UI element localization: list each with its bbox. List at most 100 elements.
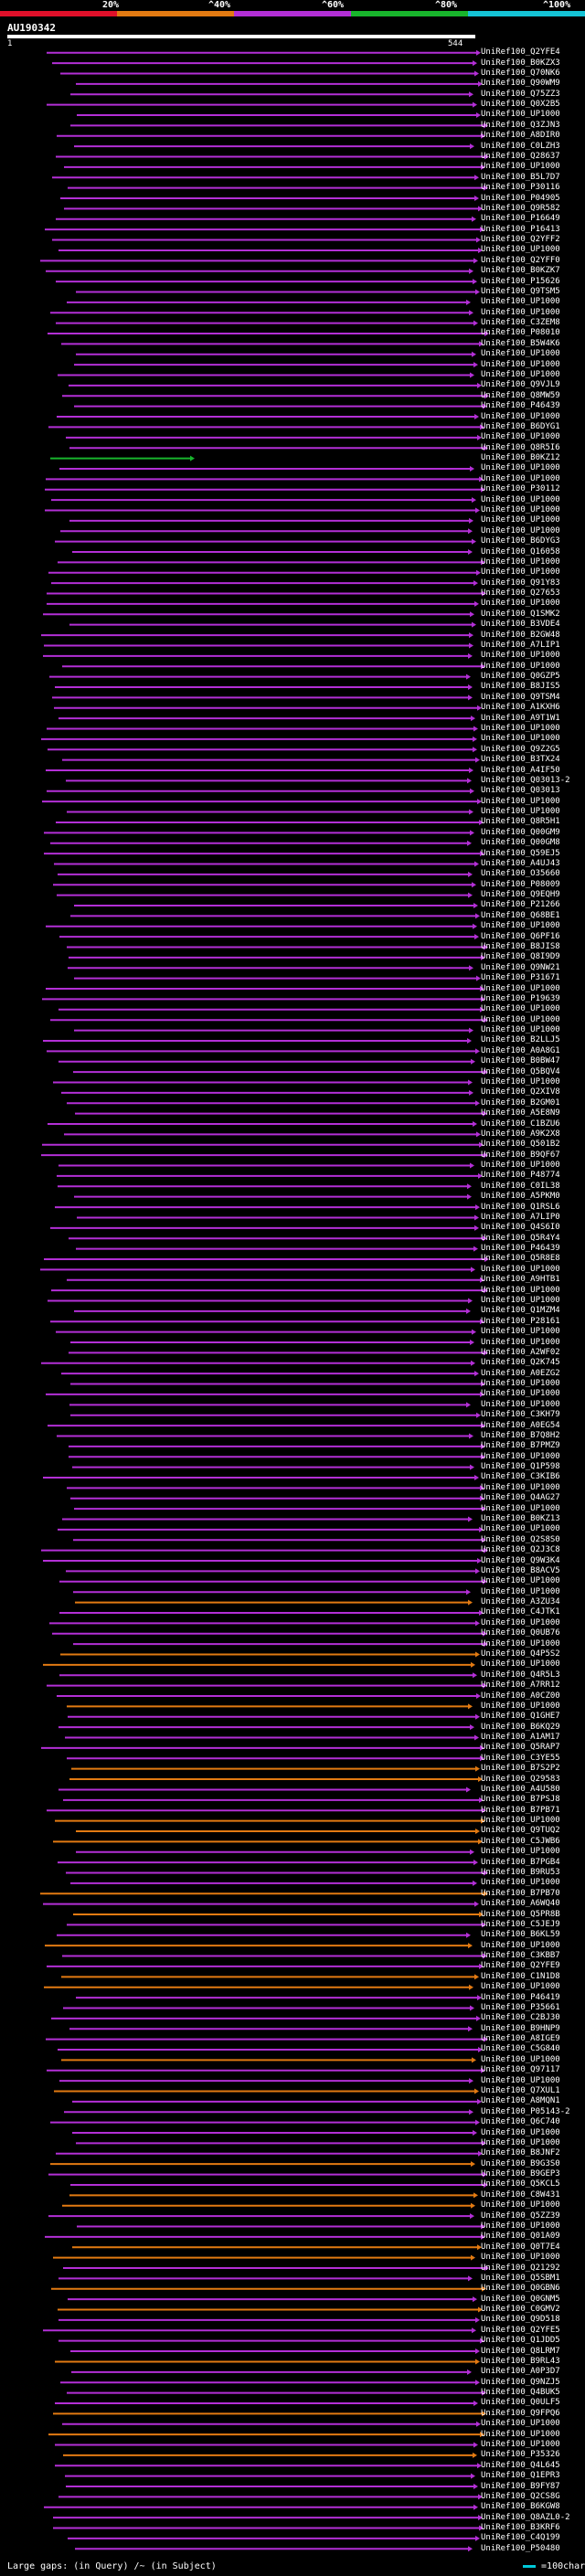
hit-label[interactable]: UniRef100_B6KL59	[481, 1930, 560, 1940]
hit-label[interactable]: UniRef100_Q5ZZ39	[481, 2210, 560, 2221]
hit-label[interactable]: UniRef100_Q1MZM4	[481, 1306, 560, 1316]
hit-label[interactable]: UniRef100_UP1000	[481, 245, 560, 255]
hit-label[interactable]: UniRef100_Q29583	[481, 1774, 560, 1784]
hit-label[interactable]: UniRef100_A0EZG2	[481, 1368, 560, 1378]
hit-label[interactable]: UniRef100_Q9EQH9	[481, 890, 560, 900]
hit-label[interactable]: UniRef100_Q2J3C8	[481, 1545, 560, 1555]
hit-label[interactable]: UniRef100_UP1000	[481, 1451, 560, 1461]
hit-label[interactable]: UniRef100_Q27653	[481, 588, 560, 599]
hit-label[interactable]: UniRef100_A8IGE9	[481, 2034, 560, 2044]
hit-label[interactable]: UniRef100_UP1000	[481, 1296, 560, 1305]
hit-label[interactable]: UniRef100_B9RU53	[481, 1867, 560, 1877]
hit-label[interactable]: UniRef100_A5PKM0	[481, 1192, 560, 1202]
hit-label[interactable]: UniRef100_Q9TSM5	[481, 286, 560, 296]
hit-label[interactable]: UniRef100_Q97117	[481, 2065, 560, 2075]
hit-label[interactable]: UniRef100_UP1000	[481, 1379, 560, 1389]
hit-label[interactable]: UniRef100_Q4L645	[481, 2460, 560, 2470]
hit-label[interactable]: UniRef100_UP1000	[481, 1285, 560, 1295]
hit-label[interactable]: UniRef100_B6KQ29	[481, 1722, 560, 1732]
hit-label[interactable]: UniRef100_Q03013	[481, 786, 560, 796]
hit-label[interactable]: UniRef100_UP1000	[481, 1264, 560, 1274]
hit-label[interactable]: UniRef100_UP1000	[481, 1638, 560, 1648]
hit-label[interactable]: UniRef100_Q9Z2G5	[481, 744, 560, 754]
hit-label[interactable]: UniRef100_UP1000	[481, 110, 560, 120]
hit-label[interactable]: UniRef100_B7PSJ8	[481, 1795, 560, 1805]
hit-label[interactable]: UniRef100_Q9VJL9	[481, 380, 560, 390]
hit-label[interactable]: UniRef100_B5L7D7	[481, 172, 560, 182]
hit-label[interactable]: UniRef100_UP1000	[481, 661, 560, 671]
hit-label[interactable]: UniRef100_Q0GNM5	[481, 2294, 560, 2304]
hit-label[interactable]: UniRef100_Q91Y83	[481, 578, 560, 588]
hit-label[interactable]: UniRef100_UP1000	[481, 432, 560, 442]
hit-label[interactable]: UniRef100_Q28637	[481, 152, 560, 161]
hit-label[interactable]: UniRef100_P35326	[481, 2450, 560, 2460]
hit-label[interactable]: UniRef100_Q8I9D9	[481, 952, 560, 962]
hit-label[interactable]: UniRef100_UP1000	[481, 1025, 560, 1035]
hit-label[interactable]: UniRef100_P19639	[481, 993, 560, 1003]
hit-label[interactable]: UniRef100_UP1000	[481, 1617, 560, 1627]
hit-label[interactable]: UniRef100_Q4P5S2	[481, 1648, 560, 1659]
hit-label[interactable]: UniRef100_UP1000	[481, 463, 560, 473]
hit-label[interactable]: UniRef100_B9G3S0	[481, 2158, 560, 2168]
hit-label[interactable]: UniRef100_Q9TUQ2	[481, 1826, 560, 1836]
hit-label[interactable]: UniRef100_Q5KCL5	[481, 2179, 560, 2189]
hit-label[interactable]: UniRef100_A1KXH6	[481, 703, 560, 713]
hit-label[interactable]: UniRef100_A0P3D7	[481, 2367, 560, 2377]
hit-label[interactable]: UniRef100_UP1000	[481, 796, 560, 806]
hit-label[interactable]: UniRef100_UP1000	[481, 983, 560, 993]
hit-label[interactable]: UniRef100_UP1000	[481, 349, 560, 359]
hit-label[interactable]: UniRef100_UP1000	[481, 1878, 560, 1888]
hit-label[interactable]: UniRef100_Q1EPR3	[481, 2471, 560, 2481]
hit-label[interactable]: UniRef100_Q21292	[481, 2263, 560, 2273]
hit-label[interactable]: UniRef100_C2BJ30	[481, 2013, 560, 2023]
hit-label[interactable]: UniRef100_Q2YFF0	[481, 255, 560, 265]
hit-label[interactable]: UniRef100_B3KRF6	[481, 2523, 560, 2533]
hit-label[interactable]: UniRef100_UP1000	[481, 2127, 560, 2137]
hit-label[interactable]: UniRef100_Q8AZL0-2	[481, 2512, 570, 2522]
hit-label[interactable]: UniRef100_UP1000	[481, 2200, 560, 2210]
hit-label[interactable]: UniRef100_UP1000	[481, 1982, 560, 1992]
hit-label[interactable]: UniRef100_Q9NW21	[481, 962, 560, 972]
hit-label[interactable]: UniRef100_P05143-2	[481, 2106, 570, 2116]
hit-label[interactable]: UniRef100_P46439	[481, 401, 560, 411]
hit-label[interactable]: UniRef100_Q2YFE5	[481, 2325, 560, 2335]
hit-label[interactable]: UniRef100_Q75ZZ3	[481, 89, 560, 99]
hit-label[interactable]: UniRef100_B7PMZ9	[481, 1441, 560, 1451]
hit-label[interactable]: UniRef100_P08010	[481, 328, 560, 338]
hit-label[interactable]: UniRef100_C1BZU6	[481, 1118, 560, 1129]
hit-label[interactable]: UniRef100_Q90WM9	[481, 79, 560, 89]
hit-label[interactable]: UniRef100_B6DYG3	[481, 536, 560, 546]
hit-label[interactable]: UniRef100_Q00GM9	[481, 827, 560, 837]
hit-label[interactable]: UniRef100_A7RR12	[481, 1680, 560, 1691]
hit-label[interactable]: UniRef100_Q1RSL6	[481, 1202, 560, 1212]
hit-label[interactable]: UniRef100_Q1JDD5	[481, 2336, 560, 2346]
hit-label[interactable]: UniRef100_Q2YFE4	[481, 48, 560, 58]
hit-label[interactable]: UniRef100_Q7XUL1	[481, 2086, 560, 2095]
hit-label[interactable]: UniRef100_UP1000	[481, 1503, 560, 1513]
hit-label[interactable]: UniRef100_B2GM01	[481, 1097, 560, 1108]
hit-label[interactable]: UniRef100_P35661	[481, 2002, 560, 2012]
hit-label[interactable]: UniRef100_Q9D518	[481, 2315, 560, 2325]
hit-label[interactable]: UniRef100_A7LIP1	[481, 640, 560, 650]
hit-label[interactable]: UniRef100_P30112	[481, 484, 560, 494]
hit-label[interactable]: UniRef100_B7PGB4	[481, 1857, 560, 1867]
hit-label[interactable]: UniRef100_UP1000	[481, 1524, 560, 1534]
hit-label[interactable]: UniRef100_UP1000	[481, 557, 560, 567]
hit-label[interactable]: UniRef100_UP1000	[481, 1576, 560, 1586]
hit-label[interactable]: UniRef100_UP1000	[481, 494, 560, 504]
hit-label[interactable]: UniRef100_Q0T7E4	[481, 2242, 560, 2252]
hit-label[interactable]: UniRef100_Q70NK6	[481, 68, 560, 78]
hit-label[interactable]: UniRef100_UP1000	[481, 807, 560, 817]
hit-label[interactable]: UniRef100_Q0X2B5	[481, 100, 560, 110]
hit-label[interactable]: UniRef100_B3TX24	[481, 755, 560, 765]
hit-label[interactable]: UniRef100_Q9FPQ6	[481, 2408, 560, 2418]
hit-label[interactable]: UniRef100_UP1000	[481, 2429, 560, 2439]
hit-label[interactable]: UniRef100_B3VDE4	[481, 620, 560, 630]
hit-label[interactable]: UniRef100_Q16058	[481, 546, 560, 557]
hit-label[interactable]: UniRef100_Q2K745	[481, 1358, 560, 1368]
hit-label[interactable]: UniRef100_B0KZX3	[481, 58, 560, 68]
hit-label[interactable]: UniRef100_C8W431	[481, 2189, 560, 2200]
hit-label[interactable]: UniRef100_Q0GZP5	[481, 672, 560, 682]
hit-label[interactable]: UniRef100_C4Q199	[481, 2533, 560, 2543]
hit-label[interactable]: UniRef100_B9QF67	[481, 1150, 560, 1160]
